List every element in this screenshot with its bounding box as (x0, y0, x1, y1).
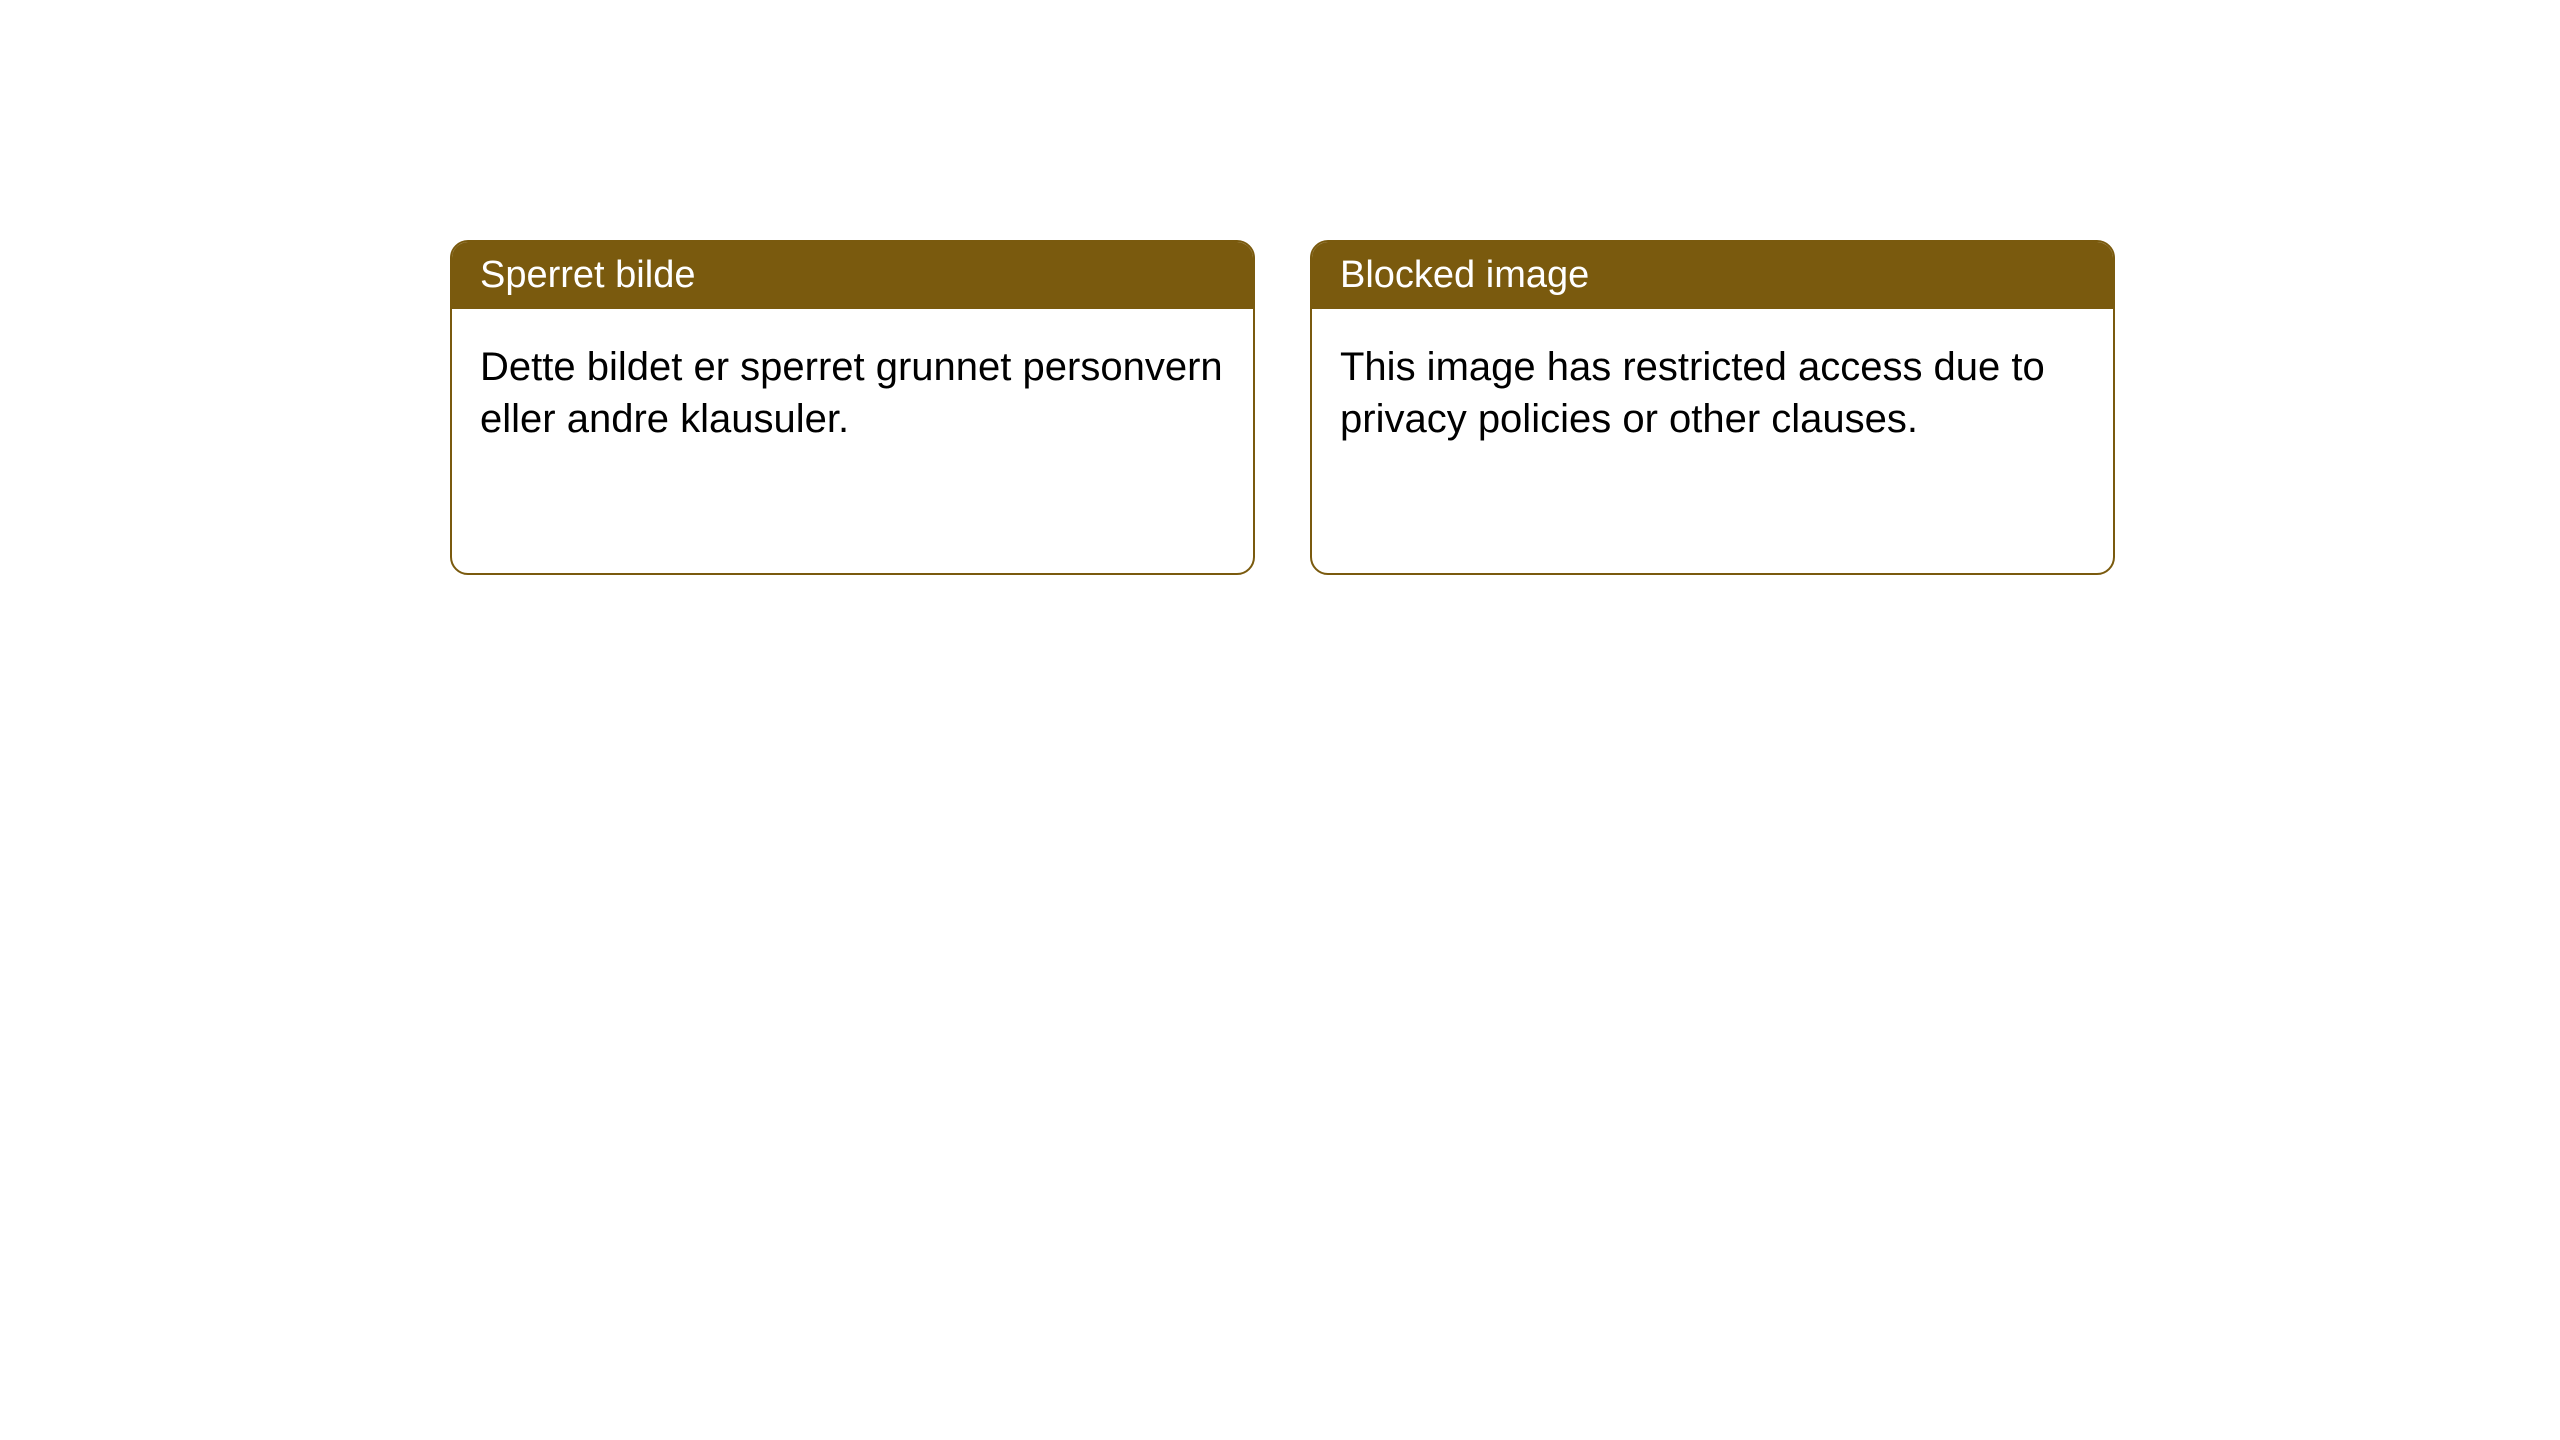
notice-body: Dette bildet er sperret grunnet personve… (452, 309, 1253, 477)
notice-container: Sperret bilde Dette bildet er sperret gr… (0, 0, 2560, 575)
notice-text: Dette bildet er sperret grunnet personve… (480, 345, 1223, 441)
notice-title: Sperret bilde (480, 254, 695, 296)
notice-body: This image has restricted access due to … (1312, 309, 2113, 477)
notice-card-english: Blocked image This image has restricted … (1310, 240, 2115, 575)
notice-header: Sperret bilde (452, 242, 1253, 309)
notice-header: Blocked image (1312, 242, 2113, 309)
notice-card-norwegian: Sperret bilde Dette bildet er sperret gr… (450, 240, 1255, 575)
notice-title: Blocked image (1340, 254, 1589, 296)
notice-text: This image has restricted access due to … (1340, 345, 2045, 441)
